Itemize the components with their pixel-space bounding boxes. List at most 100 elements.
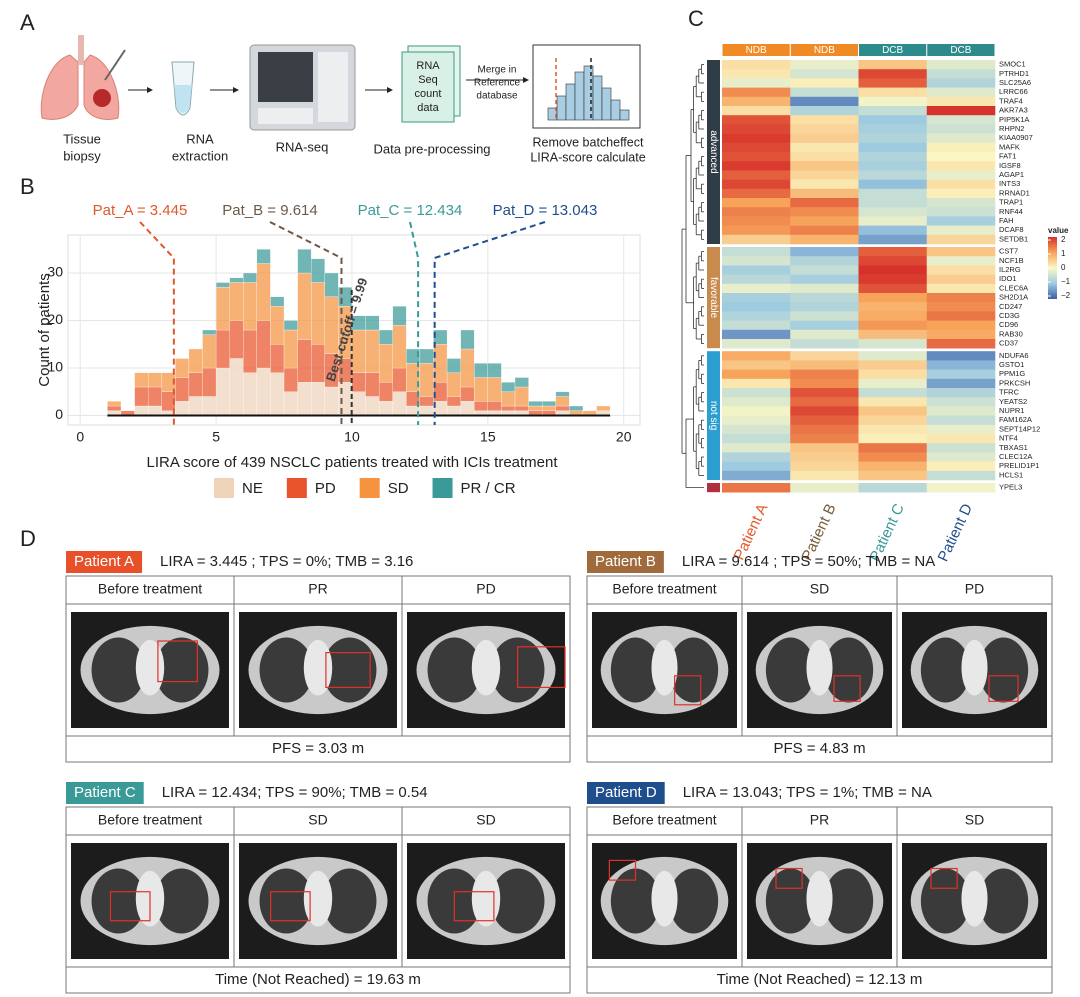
heatmap-cell — [790, 351, 859, 361]
heatmap-cell — [858, 106, 928, 116]
gene-label: CLEC6A — [999, 283, 1028, 292]
heatmap-cell — [790, 69, 859, 79]
histogram-bar — [283, 329, 298, 369]
heatmap-cell — [722, 406, 791, 416]
heatmap-cell — [790, 378, 859, 389]
histogram-bar — [188, 396, 203, 416]
histogram-bar — [487, 377, 502, 402]
gene-label: SH2D1A — [999, 293, 1028, 302]
heatmap-cell — [790, 256, 859, 266]
heatmap-cell — [858, 152, 928, 162]
ct-mediastinum — [471, 870, 501, 927]
heatmap-cell — [790, 302, 859, 312]
gene-label: PPM1G — [999, 369, 1025, 378]
y-tick-label: 10 — [47, 359, 63, 375]
histogram-bar — [256, 263, 271, 321]
histogram-bar — [229, 277, 244, 283]
heatmap-cell — [858, 320, 928, 331]
ct-lung — [259, 637, 314, 703]
heatmap-cell — [722, 78, 791, 88]
heatmap-cell — [926, 443, 996, 453]
histogram-bar — [215, 287, 230, 331]
heatmap-cell — [722, 69, 791, 79]
heatmap-cell — [790, 470, 859, 481]
histogram-bar — [460, 329, 475, 350]
heatmap-cell — [722, 461, 791, 472]
heatmap-cell — [790, 369, 859, 380]
column-header: SD — [965, 812, 984, 828]
lesion-box — [608, 859, 637, 881]
heatmap-cell — [790, 274, 859, 285]
heatmap-cell — [858, 256, 928, 266]
ct-scan — [71, 843, 229, 959]
heatmap-cell — [722, 369, 791, 380]
heatmap-cell — [722, 360, 791, 370]
gene-label: SEPT14P12 — [999, 424, 1040, 433]
column-header: PR — [810, 812, 829, 828]
histogram-bar — [229, 282, 244, 321]
x-tick-label: 20 — [616, 429, 632, 445]
histogram-bar — [311, 282, 325, 345]
gene-label: IDO1 — [999, 274, 1017, 283]
histogram-bar — [256, 249, 271, 264]
heatmap-cell — [926, 283, 996, 294]
histogram-bar — [419, 363, 434, 397]
gene-label: GSTO1 — [999, 360, 1024, 369]
histogram-bar — [202, 367, 217, 397]
ct-lung — [610, 868, 661, 934]
case-table — [586, 806, 1053, 994]
histogram-bar — [392, 391, 407, 416]
histogram-bar — [419, 396, 434, 407]
histogram-bar — [378, 344, 393, 383]
heatmap-cell — [722, 216, 791, 226]
heatmap-cell — [858, 424, 928, 435]
heatmap-cell — [722, 424, 791, 435]
ct-lung — [978, 637, 1029, 703]
y-tick-label: 30 — [47, 264, 63, 280]
heatmap-cell — [926, 198, 996, 208]
heatmap-cell — [926, 142, 996, 153]
column-header: PD — [476, 581, 495, 597]
lesion-box — [453, 891, 495, 922]
heatmap-cell — [926, 170, 996, 180]
heatmap-cell — [790, 283, 859, 294]
ct-scan — [407, 612, 566, 728]
legend-tick-label: −2 — [1061, 291, 1071, 300]
marker-label: Pat_D = 13.043 — [493, 202, 598, 219]
legend-tick-label: 2 — [1061, 235, 1066, 244]
histogram-bar — [175, 401, 190, 416]
histogram-bar — [256, 320, 271, 369]
heatmap-cell — [790, 461, 859, 472]
heatmap-cell — [790, 452, 859, 462]
row-group-label: not sig — [708, 401, 719, 430]
gene-label: INTS3 — [999, 179, 1020, 188]
histogram-bar — [202, 396, 217, 416]
lesion-box — [157, 640, 198, 683]
heatmap-cell — [790, 320, 859, 331]
histogram-bar — [446, 358, 461, 373]
histogram-bar — [311, 258, 325, 283]
ct-lung — [823, 637, 874, 703]
histogram-bar — [487, 401, 502, 411]
heatmap-cell — [926, 339, 996, 349]
row-group-bar — [707, 247, 720, 349]
gene-label: CD37 — [999, 339, 1018, 348]
heatmap-cell — [926, 115, 996, 125]
heatmap-cell — [722, 87, 791, 98]
workflow-label: Reference — [474, 78, 521, 89]
heatmap-cell — [926, 161, 996, 171]
histogram-bar — [270, 306, 285, 345]
heatmap-cell — [858, 293, 928, 303]
gene-label: PRKCSH — [999, 378, 1030, 387]
histogram-bar — [474, 401, 488, 411]
histogram-bar — [501, 405, 516, 411]
column-label: Patient D — [935, 501, 977, 564]
heatmap-cell — [858, 161, 928, 171]
ct-lung — [91, 637, 146, 703]
legend-swatch — [214, 478, 234, 498]
heatmap-cell — [722, 415, 791, 426]
gene-label: FAH — [999, 216, 1014, 225]
patient-label: Patient B — [595, 553, 656, 570]
marker-label: Pat_C = 12.434 — [358, 202, 463, 219]
histogram-bar — [365, 315, 380, 331]
